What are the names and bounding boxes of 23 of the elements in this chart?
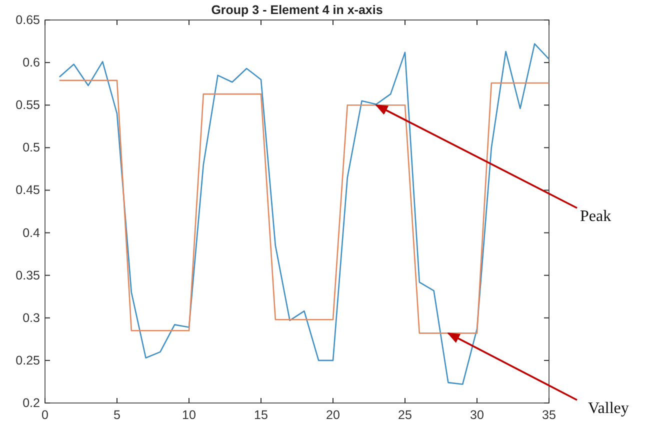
y-tick-label: 0.5: [22, 140, 40, 155]
x-tick-label: 0: [42, 408, 49, 422]
y-tick-label: 0.3: [22, 310, 40, 325]
y-tick-label: 0.2: [22, 396, 40, 410]
y-tick-label: 0.35: [16, 268, 40, 282]
x-tick-label: 15: [254, 408, 268, 422]
chart-title: Group 3 - Element 4 in x-axis: [211, 3, 383, 17]
x-tick-label: 10: [182, 408, 196, 422]
y-tick-label: 0.25: [16, 353, 40, 368]
y-tick-label: 0.65: [16, 13, 40, 27]
y-tick-label: 0.4: [22, 226, 40, 240]
annotation: Valley: [588, 400, 629, 417]
line-series: [58, 43, 550, 385]
x-tick-label: 25: [398, 408, 412, 422]
x-tick-label: 30: [470, 408, 484, 422]
annotation: Peak: [580, 208, 612, 225]
x-tick-label: 5: [114, 408, 121, 422]
y-tick-label: 0.6: [22, 56, 40, 70]
x-tick-label: 20: [326, 408, 340, 422]
x-tick-label: 35: [542, 408, 556, 422]
line-series: [58, 80, 550, 334]
y-tick-label: 0.45: [16, 183, 40, 198]
y-tick-label: 0.55: [16, 98, 40, 112]
